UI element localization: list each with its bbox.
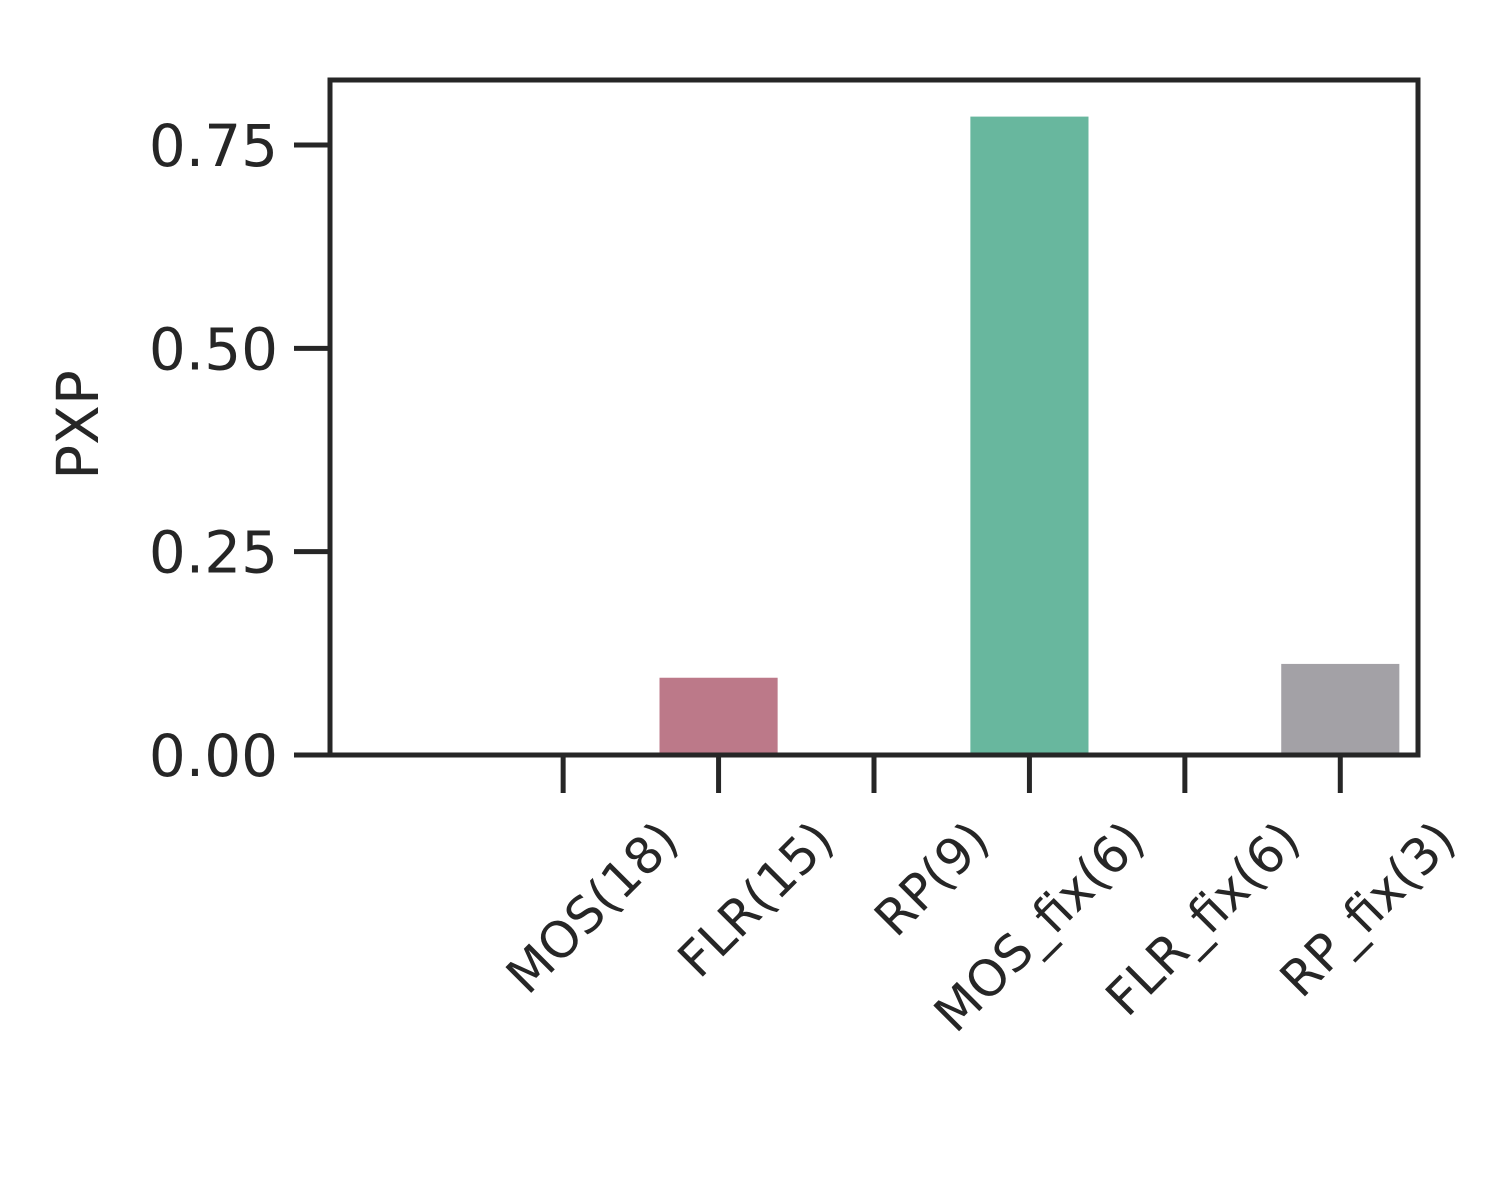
y-tick-label: 0.50 xyxy=(149,315,278,383)
bar-5 xyxy=(1281,663,1400,755)
y-axis-label: PXP xyxy=(44,370,112,480)
x-tick-label: FLR(15) xyxy=(667,810,845,988)
x-tick-label: RP(9) xyxy=(864,810,1001,947)
bars-group xyxy=(659,116,1400,756)
y-tick-label: 0.75 xyxy=(149,112,278,180)
x-tick-label: MOS(18) xyxy=(495,810,689,1004)
plot-frame xyxy=(327,77,1421,758)
bar-3 xyxy=(970,116,1089,756)
y-axis: 0.00 0.25 0.50 0.75 xyxy=(149,112,330,790)
y-tick-label: 0.25 xyxy=(149,519,278,587)
bar-1 xyxy=(659,677,778,755)
x-axis: MOS(18)FLR(15) RP(9)MOS_fix(6)FLR_fix(6)R… xyxy=(495,755,1467,1043)
y-tick-label: 0.00 xyxy=(149,722,278,790)
